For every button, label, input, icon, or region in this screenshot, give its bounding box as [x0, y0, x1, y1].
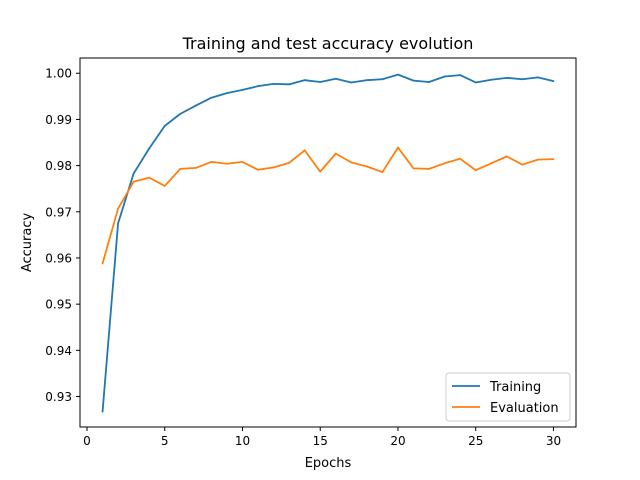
data-point-training — [397, 73, 399, 76]
data-point-training — [474, 81, 477, 84]
data-point-evaluation — [412, 167, 415, 170]
data-point-training — [226, 92, 228, 94]
data-point-evaluation — [474, 169, 477, 172]
data-point-training — [241, 88, 244, 91]
data-point-evaluation — [132, 180, 135, 183]
data-point-training — [505, 76, 508, 79]
data-point-training — [381, 78, 384, 81]
data-point-training — [552, 80, 555, 82]
data-point-evaluation — [303, 149, 306, 152]
data-point-evaluation — [537, 158, 539, 161]
x-tick-label: 5 — [161, 434, 169, 448]
data-point-evaluation — [490, 162, 493, 165]
x-tick-label: 10 — [235, 434, 250, 448]
y-tick-label: 1.00 — [45, 67, 72, 81]
data-point-training — [365, 79, 368, 82]
data-point-evaluation — [319, 170, 322, 173]
y-tick-label: 0.98 — [45, 159, 72, 173]
data-point-evaluation — [194, 167, 197, 169]
data-point-training — [303, 79, 306, 82]
y-tick-label: 0.97 — [45, 205, 72, 219]
x-axis-ticks: 0 5 10 15 20 25 30 — [83, 427, 561, 448]
data-point-evaluation — [428, 167, 430, 170]
x-tick-label: 15 — [313, 434, 328, 448]
data-point-evaluation — [521, 163, 524, 166]
data-point-evaluation — [350, 161, 353, 164]
data-point-training — [272, 82, 275, 85]
y-tick-label: 0.96 — [45, 251, 72, 265]
data-point-training — [163, 124, 166, 127]
data-point-training — [537, 76, 539, 79]
x-tick-label: 25 — [468, 434, 483, 448]
data-point-evaluation — [272, 166, 275, 169]
data-point-evaluation — [117, 207, 119, 210]
legend: Training Evaluation — [445, 372, 571, 422]
series-line-evaluation — [101, 146, 554, 264]
legend-box — [445, 372, 571, 422]
data-point-training — [288, 83, 291, 86]
data-point-evaluation — [226, 162, 228, 165]
y-axis-label: Accuracy — [20, 213, 35, 273]
data-point-evaluation — [148, 176, 151, 179]
data-point-training — [210, 96, 213, 99]
data-point-training — [350, 81, 353, 84]
data-point-evaluation — [210, 161, 213, 163]
data-point-training — [148, 147, 151, 150]
series-line-training — [101, 73, 554, 412]
data-point-training — [334, 77, 337, 80]
data-point-training — [132, 172, 135, 175]
x-axis-label: Epochs — [305, 456, 352, 471]
data-point-training — [194, 104, 197, 107]
data-point-evaluation — [101, 262, 104, 265]
data-point-training — [521, 78, 524, 81]
chart-title: Training and test accuracy evolution — [182, 34, 474, 53]
data-point-evaluation — [365, 165, 368, 168]
x-tick-label: 20 — [390, 434, 405, 448]
y-tick-label: 0.99 — [45, 113, 72, 127]
legend-label-training: Training — [489, 380, 541, 395]
y-tick-label: 0.95 — [45, 298, 72, 312]
plot-area — [101, 73, 555, 413]
x-tick-label: 0 — [83, 434, 91, 448]
data-point-training — [443, 75, 446, 78]
y-axis-ticks: 0.93 0.94 0.95 0.96 0.97 0.98 0.99 1.00 — [45, 67, 80, 404]
y-tick-label: 0.94 — [45, 344, 72, 358]
data-point-training — [459, 74, 462, 76]
axes-frame — [79, 57, 577, 428]
data-point-evaluation — [334, 152, 337, 155]
data-point-evaluation — [179, 167, 182, 170]
data-point-training — [490, 78, 493, 81]
data-point-evaluation — [443, 162, 446, 165]
data-point-evaluation — [381, 171, 384, 173]
data-point-evaluation — [397, 146, 399, 149]
data-point-training — [428, 81, 430, 83]
data-point-evaluation — [241, 161, 244, 163]
y-tick-label: 0.93 — [45, 390, 72, 404]
data-point-training — [101, 410, 104, 413]
data-point-evaluation — [505, 155, 508, 158]
data-point-training — [412, 79, 415, 82]
data-point-training — [257, 85, 259, 88]
data-point-training — [319, 81, 322, 83]
data-point-evaluation — [288, 161, 291, 164]
data-point-training — [179, 112, 182, 115]
legend-label-evaluation: Evaluation — [490, 401, 559, 416]
data-point-training — [117, 222, 119, 225]
x-tick-label: 30 — [546, 434, 561, 448]
data-point-evaluation — [257, 168, 259, 171]
data-point-evaluation — [163, 185, 166, 187]
data-point-evaluation — [552, 158, 555, 161]
data-point-evaluation — [459, 157, 462, 160]
